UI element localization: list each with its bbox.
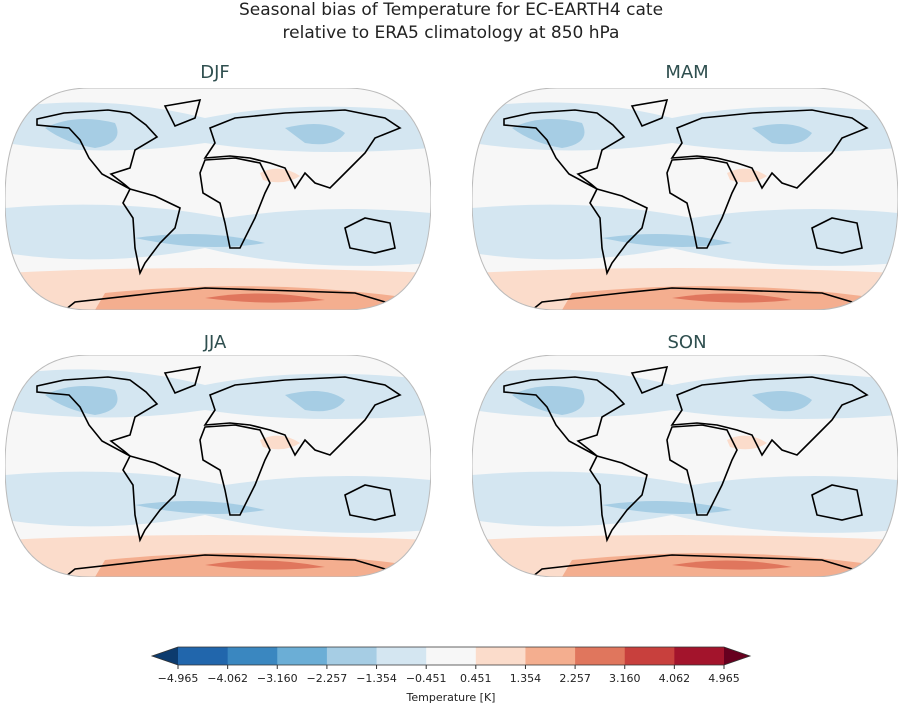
colorbar-bin [525, 647, 576, 665]
colorbar-tick-label: −2.257 [307, 672, 348, 685]
colorbar-tick-label: −4.965 [158, 672, 199, 685]
panel-title: SON [667, 332, 706, 353]
colorbar-tick-label: 3.160 [609, 672, 641, 685]
title-line: Seasonal bias of Temperature for EC-EART… [239, 0, 663, 20]
map-panel [472, 355, 898, 577]
colorbar-bin [426, 647, 477, 665]
colorbar-bin [178, 647, 229, 665]
colorbar-extend-high [724, 647, 750, 665]
colorbar-label: Temperature [K] [406, 691, 496, 704]
panel-title: DJF [200, 62, 230, 83]
colorbar-bin [277, 647, 328, 665]
panel-title: MAM [665, 62, 708, 83]
title-line: relative to ERA5 climatology at 850 hPa [283, 23, 620, 43]
panel-title: JJA [203, 332, 227, 353]
colorbar-tick-label: 4.062 [659, 672, 691, 685]
colorbar-bin [575, 647, 626, 665]
map-panel [472, 88, 898, 310]
colorbar-bin [475, 647, 526, 665]
colorbar-bin [227, 647, 278, 665]
colorbar-tick-label: −3.160 [257, 672, 298, 685]
colorbar-tick-label: 1.354 [510, 672, 542, 685]
colorbar-bin [326, 647, 378, 665]
colorbar-tick-label: −1.354 [356, 672, 397, 685]
colorbar-bin [674, 647, 725, 665]
map-panel [5, 355, 431, 577]
colorbar-tick-label: −4.062 [207, 672, 248, 685]
colorbar-bin [624, 647, 675, 665]
colorbar-bin [376, 647, 427, 665]
colorbar-extend-low [152, 647, 178, 665]
colorbar-tick-label: 0.451 [460, 672, 492, 685]
colorbar-tick-label: −0.451 [406, 672, 447, 685]
map-panel [5, 88, 431, 310]
colorbar-tick-label: 2.257 [559, 672, 591, 685]
colorbar-tick-label: 4.965 [708, 672, 740, 685]
